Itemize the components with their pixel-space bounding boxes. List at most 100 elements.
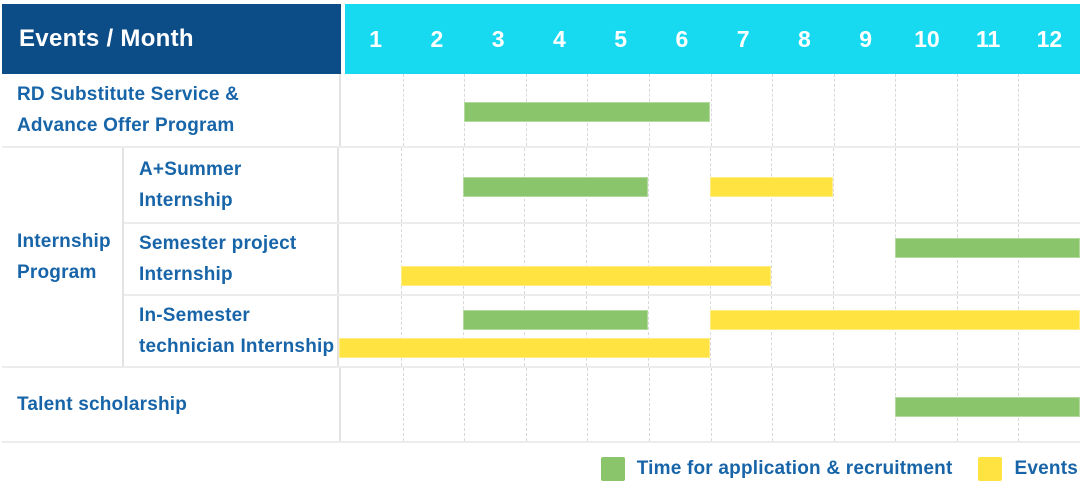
row-label-a-summer: A+Summer Internship [124,148,339,222]
month-gridline [771,224,773,294]
gantt-bar-yellow [709,177,833,197]
gantt-bar-green [462,310,648,330]
month-gridline [462,296,464,366]
row-label-rd-substitute: RD Substitute Service & Advance Offer Pr… [2,74,341,146]
month-label-8: 8 [797,25,811,52]
month-gridline [772,368,774,441]
table-row-talent-scholarship: Talent scholarship [2,366,1080,443]
gantt-bar-green [894,238,1080,258]
month-gridline [709,296,711,366]
row-label-talent-scholarship: Talent scholarship [2,368,341,441]
month-gridline [1018,74,1020,146]
table-row-semester-project: Semester project Internship [124,222,1080,294]
month-gridline [956,74,958,146]
months-header: 1 2 3 4 5 6 7 8 9 10 11 12 [345,4,1080,74]
table-row-rd-substitute: RD Substitute Service & Advance Offer Pr… [2,74,1080,146]
month-gridline [586,224,587,294]
chart-cell-in-semester [339,296,1080,366]
chart-cell-rd-substitute [341,74,1080,146]
row-label-line: RD Substitute Service & [17,84,240,105]
gantt-table: Events / Month 1 2 3 4 5 6 7 8 9 10 11 1… [2,4,1080,443]
row-label-line: Internship [17,231,111,252]
month-gridline [400,148,402,222]
chart-cell-a-summer [339,148,1080,222]
month-gridline [587,368,589,441]
month-gridline [402,368,404,441]
month-gridline [771,296,773,366]
month-gridline [956,296,958,366]
chart-cell-talent-scholarship [341,368,1080,441]
month-gridline [402,74,404,146]
month-gridline [400,296,402,366]
month-gridline [464,368,466,441]
month-gridline [833,148,834,222]
gantt-bar-green [462,177,648,197]
month-gridline [400,224,402,294]
table-row-a-summer: A+Summer Internship [124,148,1080,222]
month-gridline [586,296,587,366]
month-gridline [647,148,649,222]
internship-subrows: A+Summer Internship Semester project Int… [124,148,1080,366]
legend-item-application-recruitment: Time for application & recruitment [600,457,953,481]
gantt-bar-green [895,396,1080,417]
header-separator [341,4,345,74]
row-label-line: In-Semester [139,305,250,326]
row-label-line: technician Internship [139,336,335,357]
row-label-line: Advance Offer Program [17,115,235,136]
month-gridline [709,224,711,294]
month-label-6: 6 [675,25,689,52]
row-label-line: Semester project [139,233,297,254]
month-gridline [894,296,896,366]
table-header-row: Events / Month 1 2 3 4 5 6 7 8 9 10 11 1… [2,4,1080,74]
month-gridline [647,224,649,294]
events-month-header-cell: Events / Month [2,4,341,74]
row-label-line: Program [17,262,97,283]
month-gridline [462,224,464,294]
month-label-1: 1 [369,25,383,52]
month-gridline [956,224,958,294]
gantt-bar-green [464,102,711,122]
row-label-line: A+Summer [139,159,242,180]
month-gridline [1018,148,1020,222]
month-label-7: 7 [736,25,750,52]
month-gridline [894,224,896,294]
month-label-3: 3 [491,25,505,52]
month-gridline [895,74,897,146]
month-gridline [894,148,896,222]
month-gridline [833,74,835,146]
month-gridline [772,74,774,146]
month-gridline [956,148,958,222]
legend: Time for application & recruitment Event… [2,457,1080,481]
row-label-line: Internship [139,264,233,285]
month-gridline [833,368,835,441]
month-gridline [525,368,527,441]
month-gridline [1018,224,1020,294]
month-gridline [833,224,834,294]
row-label-in-semester: In-Semester technician Internship [124,296,339,366]
legend-item-events: Events [978,457,1078,481]
month-label-4: 4 [552,25,566,52]
month-gridline [524,224,526,294]
month-gridline [648,368,650,441]
month-label-10: 10 [914,25,940,52]
gantt-bar-yellow [339,338,710,358]
month-label-9: 9 [859,25,873,52]
row-label-semester-project: Semester project Internship [124,224,339,294]
legend-label: Time for application & recruitment [636,458,953,479]
row-label-internship-program: Internship Program [2,148,124,366]
row-label-line: Internship [139,190,233,211]
legend-label: Events [1014,458,1078,479]
month-gridline [833,296,834,366]
table-row-in-semester: In-Semester technician Internship [124,294,1080,366]
month-label-12: 12 [1036,25,1063,52]
month-gridline [647,296,649,366]
month-gridline [524,296,526,366]
month-gridline [710,74,712,146]
row-label-line: Talent scholarship [17,394,188,415]
month-gridline [710,368,712,441]
gantt-bar-yellow [709,310,1080,330]
month-label-2: 2 [430,25,444,52]
month-gridline [1018,296,1020,366]
legend-swatch-green [600,457,625,481]
